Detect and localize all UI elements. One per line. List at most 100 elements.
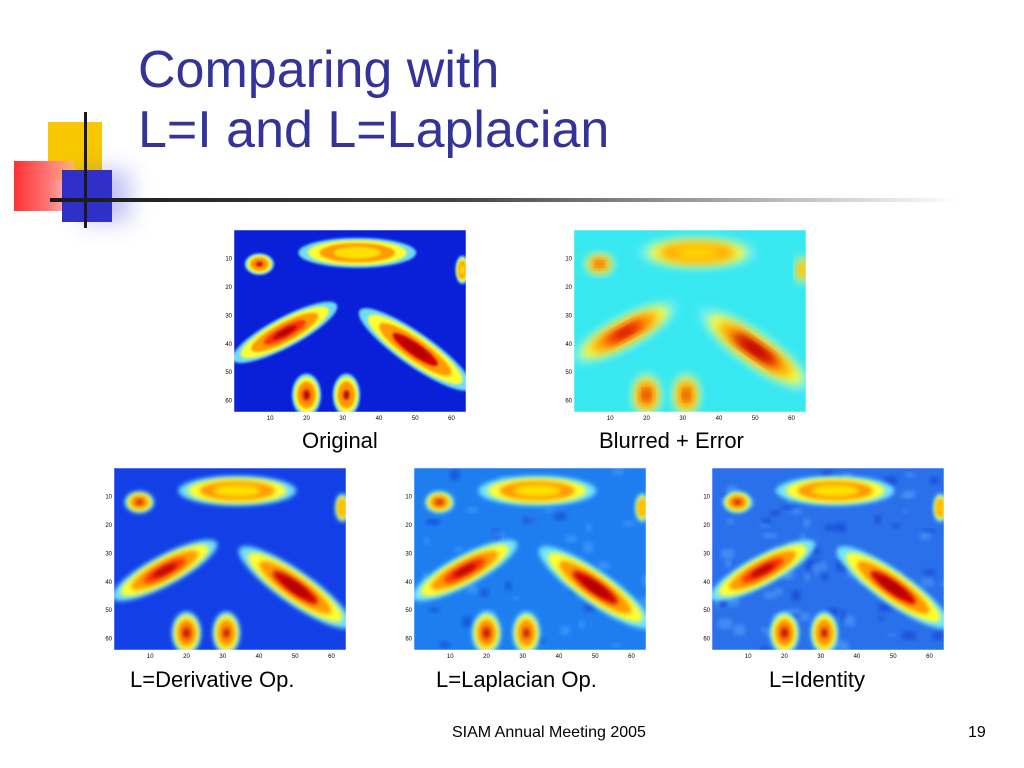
y-tick-label: 10	[105, 494, 112, 500]
noise-patch	[762, 518, 771, 524]
x-tick-label: 60	[788, 416, 795, 422]
page-number: 19	[968, 724, 986, 741]
noise-patch	[523, 517, 536, 524]
blob-2	[937, 502, 944, 514]
x-tick-label: 20	[483, 654, 490, 660]
noise-patch	[728, 598, 740, 607]
heatmap-identity: 10 20 30 40 50 60 10 20 30 40 50 60	[703, 467, 945, 660]
noise-patch	[725, 558, 731, 568]
blob-5	[781, 628, 788, 638]
noise-patch	[467, 507, 478, 513]
noise-patch	[902, 509, 908, 513]
y-tick-label: 30	[565, 313, 572, 319]
noise-patch	[720, 597, 726, 608]
blob-3	[612, 325, 637, 340]
y-tick-label: 60	[565, 399, 572, 405]
noise-patch	[814, 561, 827, 571]
image-derivative-op: 10 20 30 40 50 60 10 20 30 40 50 60	[102, 464, 352, 660]
decor-blue-square	[62, 170, 112, 222]
noise-patch	[579, 620, 585, 629]
plot-frame	[711, 467, 945, 651]
noise-patch	[807, 547, 820, 555]
noise-patch	[878, 616, 884, 621]
noise-patch	[760, 627, 766, 632]
noise-patch	[611, 643, 621, 647]
noise-patch	[831, 639, 844, 650]
slide-title: Comparing with L=I and L=Laplacian	[138, 40, 609, 160]
noise-patch	[804, 570, 810, 582]
y-tick-label: 20	[565, 285, 572, 291]
decor-vertical-line	[84, 112, 87, 228]
noise-patch	[722, 493, 730, 497]
x-tick-label: 40	[716, 416, 723, 422]
x-tick-label: 30	[817, 654, 824, 660]
x-tick-label: 30	[679, 416, 686, 422]
noise-patch	[892, 523, 900, 529]
y-tick-label: 20	[405, 523, 412, 529]
noise-patch	[902, 631, 916, 640]
image-original: 10 20 30 40 50 60 10 20 30 40 50 60	[222, 226, 472, 422]
blob-0	[333, 246, 381, 259]
heatmap-original: 10 20 30 40 50 60 10 20 30 40 50 60	[225, 229, 467, 422]
y-tick-label: 20	[703, 523, 710, 529]
noise-patch	[900, 494, 912, 499]
y-tick-label: 40	[703, 580, 710, 586]
blob-2	[639, 502, 646, 514]
noise-patch	[888, 633, 895, 637]
footer-text: SIAM Annual Meeting 2005	[452, 724, 646, 741]
x-tick-label: 40	[376, 416, 383, 422]
noise-patch	[825, 524, 837, 531]
y-tick-label: 40	[105, 580, 112, 586]
noise-patch	[429, 607, 440, 613]
x-tick-label: 50	[292, 654, 299, 660]
x-tick-label: 60	[628, 654, 635, 660]
noise-patch	[480, 588, 489, 597]
title-underline	[50, 198, 960, 202]
noise-patch	[763, 533, 777, 539]
noise-patch	[792, 509, 802, 515]
x-tick-label: 30	[519, 654, 526, 660]
blob-1	[256, 261, 263, 267]
x-tick-label: 40	[256, 654, 263, 660]
y-tick-label: 30	[405, 551, 412, 557]
noise-patch	[821, 573, 828, 581]
y-tick-label: 30	[105, 551, 112, 557]
heatmap-derivative: 10 20 30 40 50 60 10 20 30 40 50 60	[105, 467, 347, 660]
noise-patch	[923, 570, 935, 581]
y-tick-label: 50	[565, 370, 572, 376]
noise-patch	[496, 535, 501, 541]
blob-3	[452, 563, 477, 578]
blob-0	[673, 246, 721, 259]
noise-patch	[613, 468, 623, 475]
noise-patch	[422, 572, 428, 584]
blob-2	[459, 264, 466, 276]
y-tick-label: 40	[565, 342, 572, 348]
y-tick-label: 60	[105, 637, 112, 643]
y-tick-label: 60	[225, 399, 232, 405]
x-tick-label: 50	[592, 654, 599, 660]
blob-5	[643, 390, 650, 400]
image-laplacian-op: 10 20 30 40 50 60 10 20 30 40 50 60	[402, 464, 652, 660]
noise-patch	[727, 518, 734, 525]
noise-patch	[454, 547, 463, 552]
y-tick-label: 30	[703, 551, 710, 557]
noise-patch	[439, 641, 450, 648]
blob-4	[402, 340, 428, 359]
noise-patch	[836, 560, 850, 571]
x-tick-label: 50	[412, 416, 419, 422]
noise-patch	[560, 626, 570, 635]
x-tick-label: 50	[752, 416, 759, 422]
noise-patch	[642, 575, 646, 586]
noise-patch	[827, 608, 839, 616]
x-tick-label: 20	[781, 654, 788, 660]
blob-0	[513, 484, 561, 497]
noise-patch	[623, 521, 636, 526]
noise-patch	[781, 505, 794, 510]
noise-patch	[923, 529, 936, 533]
noise-patch	[787, 608, 800, 613]
plot-frame	[573, 229, 807, 413]
y-tick-label: 10	[405, 494, 412, 500]
noise-patch	[800, 533, 805, 541]
slide-title-line1: Comparing with	[138, 41, 500, 99]
blob-5	[303, 390, 310, 400]
